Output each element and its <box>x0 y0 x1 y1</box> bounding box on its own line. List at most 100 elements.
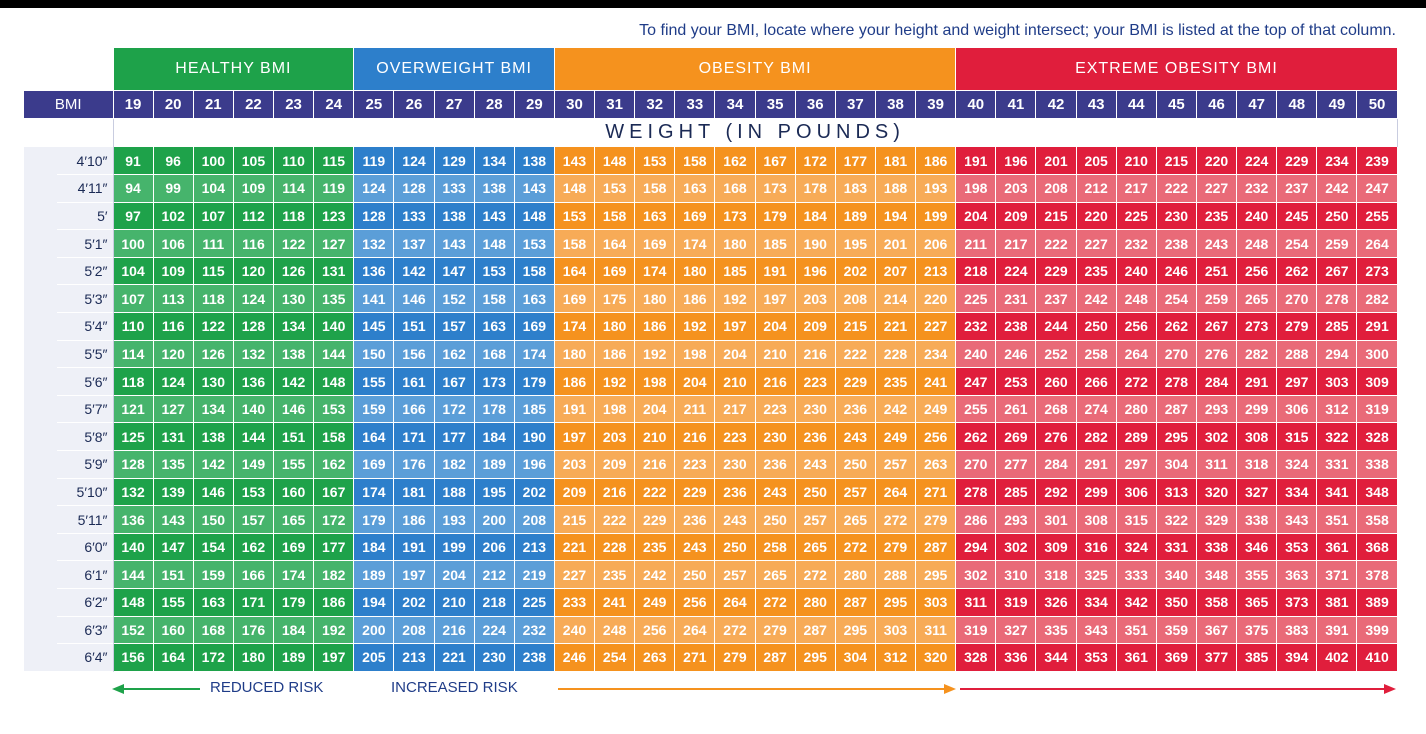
weight-cell: 96 <box>153 147 194 176</box>
weight-cell: 312 <box>875 643 917 672</box>
weight-cell: 160 <box>273 478 315 507</box>
weight-cell: 284 <box>1196 367 1238 396</box>
weight-cell: 115 <box>193 257 234 286</box>
weight-cell: 215 <box>835 312 876 341</box>
weight-cell: 240 <box>1236 202 1278 231</box>
weight-cell: 138 <box>514 147 555 176</box>
weight-cell: 186 <box>674 284 716 314</box>
weight-cell: 215 <box>1035 202 1077 231</box>
weight-cell: 186 <box>313 588 355 617</box>
weight-cell: 143 <box>474 202 515 231</box>
weight-cell: 287 <box>835 588 876 617</box>
weight-cell: 209 <box>795 312 836 341</box>
weight-cell: 258 <box>755 533 796 562</box>
weight-cell: 222 <box>1035 229 1077 258</box>
weight-cell: 243 <box>674 533 716 562</box>
weight-cell: 327 <box>1236 478 1278 507</box>
height-value: 4′11″ <box>57 174 114 203</box>
weight-cell: 141 <box>353 284 395 314</box>
weight-cell: 159 <box>353 395 395 424</box>
weight-cell: 152 <box>434 284 475 314</box>
weight-cell: 118 <box>273 202 315 231</box>
weight-cell: 318 <box>1236 450 1278 479</box>
weight-cell: 97 <box>113 202 154 231</box>
weight-cell: 288 <box>1276 340 1318 369</box>
weight-cell: 313 <box>1156 478 1197 507</box>
weight-cell: 250 <box>1076 312 1117 341</box>
bmi-value-header: 25 <box>353 90 395 119</box>
weight-cell: 217 <box>714 395 756 424</box>
weight-cell: 394 <box>1276 643 1318 672</box>
weight-cell: 265 <box>755 560 796 589</box>
weight-cell: 239 <box>1356 147 1398 176</box>
weight-cell: 196 <box>514 450 555 479</box>
weight-cell: 202 <box>514 478 555 507</box>
weight-cell: 265 <box>1236 284 1278 314</box>
weight-cell: 124 <box>153 367 194 396</box>
weight-cell: 106 <box>153 229 194 258</box>
weight-cell: 361 <box>1116 643 1157 672</box>
weight-cell: 211 <box>674 395 716 424</box>
weight-cell: 279 <box>755 616 796 645</box>
weight-cell: 128 <box>353 202 395 231</box>
weight-cell: 148 <box>554 174 596 203</box>
weight-cell: 189 <box>353 560 395 589</box>
weight-cell: 133 <box>393 202 435 231</box>
weight-cell: 264 <box>875 478 917 507</box>
weight-cell: 204 <box>755 312 796 341</box>
weight-cell: 272 <box>714 616 756 645</box>
weight-cell: 124 <box>393 147 435 176</box>
weight-cell: 262 <box>955 422 997 452</box>
weight-cell: 116 <box>153 312 194 341</box>
weight-cell: 227 <box>1196 174 1238 203</box>
weight-cell: 338 <box>1356 450 1398 479</box>
weight-cell: 253 <box>995 367 1037 396</box>
weight-cell: 297 <box>1276 367 1318 396</box>
weight-cell: 287 <box>1156 395 1197 424</box>
weight-cell: 331 <box>1316 450 1358 479</box>
weight-cell: 125 <box>113 422 154 452</box>
weight-cell: 309 <box>1035 533 1077 562</box>
table-row: 5′2″ 104 109 115 120 126 131 136 142 147 153 158 164… <box>24 257 1398 286</box>
weight-cell: 124 <box>233 284 275 314</box>
extreme-risk-arrowhead-icon <box>1384 684 1396 694</box>
weight-cell: 235 <box>634 533 676 562</box>
weight-cell: 322 <box>1156 505 1197 534</box>
weight-cell: 231 <box>995 284 1037 314</box>
weight-cell: 254 <box>1276 229 1318 258</box>
weight-cell: 246 <box>554 643 596 672</box>
weight-cell: 114 <box>273 174 315 203</box>
weight-cell: 304 <box>1156 450 1197 479</box>
weight-cell: 218 <box>474 588 515 617</box>
weight-cell: 191 <box>755 257 796 286</box>
weight-cell: 256 <box>634 616 676 645</box>
bmi-value-header: 37 <box>835 90 876 119</box>
weight-cell: 310 <box>995 560 1037 589</box>
weight-cell: 105 <box>233 147 275 176</box>
weight-cell: 224 <box>474 616 515 645</box>
weight-cell: 124 <box>353 174 395 203</box>
weight-cell: 262 <box>1156 312 1197 341</box>
bmi-value-header: 27 <box>434 90 475 119</box>
weight-cell: 311 <box>915 616 957 645</box>
weight-cell: 107 <box>193 202 234 231</box>
height-value: 5′5″ <box>57 340 114 369</box>
weight-cell: 257 <box>835 478 876 507</box>
weight-cell: 243 <box>835 422 876 452</box>
weight-cell: 254 <box>1156 284 1197 314</box>
weight-cell: 153 <box>313 395 355 424</box>
weight-cell: 238 <box>995 312 1037 341</box>
weight-cell: 198 <box>634 367 676 396</box>
weight-cell: 257 <box>714 560 756 589</box>
weight-cell: 309 <box>1356 367 1398 396</box>
weight-cell: 249 <box>915 395 957 424</box>
weight-cell: 385 <box>1236 643 1278 672</box>
weight-cell: 188 <box>875 174 917 203</box>
weight-cell: 162 <box>434 340 475 369</box>
weight-cell: 280 <box>1116 395 1157 424</box>
height-value: 5′ <box>57 202 114 231</box>
weight-cell: 230 <box>474 643 515 672</box>
weight-cell: 128 <box>113 450 154 479</box>
weight-cell: 269 <box>995 422 1037 452</box>
weight-cell: 227 <box>1076 229 1117 258</box>
